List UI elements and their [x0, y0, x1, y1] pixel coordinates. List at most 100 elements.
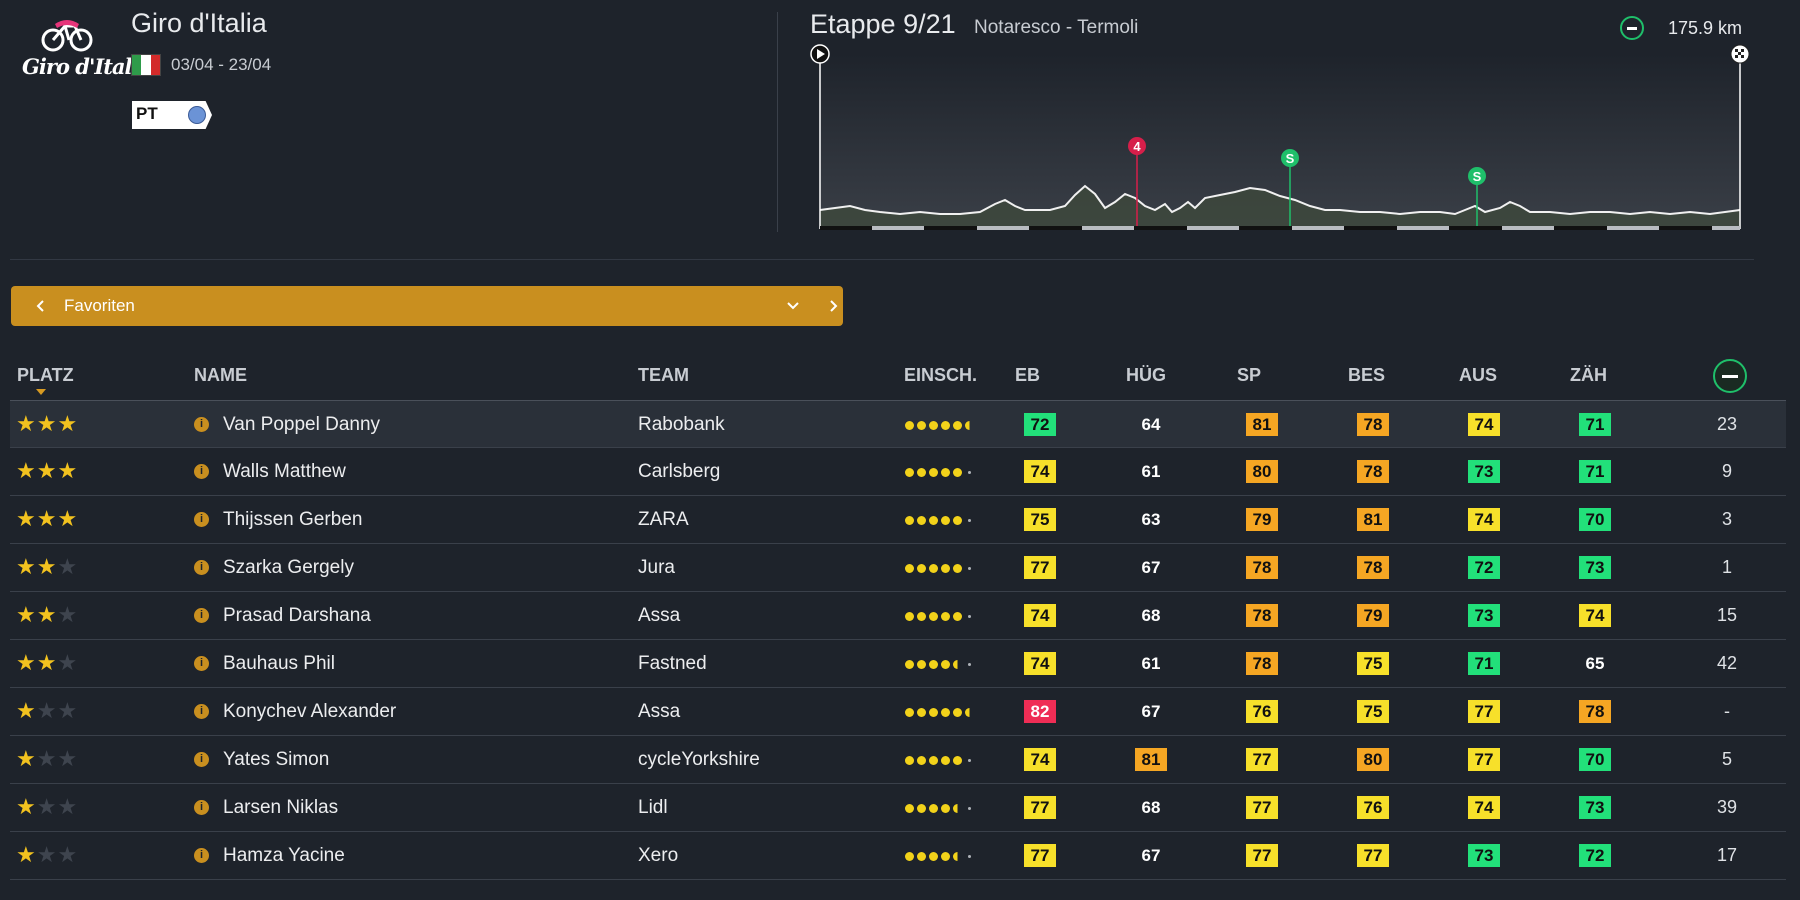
rider-info-icon[interactable]: i — [194, 704, 209, 719]
sprint-marker[interactable]: S — [1281, 149, 1299, 226]
form-dot — [941, 756, 950, 765]
col-name[interactable]: NAME — [194, 365, 247, 385]
form-dot — [905, 852, 914, 861]
table-row[interactable]: ★★★ i Thijssen Gerben ZARA 75 63 79 81 74 70 3 — [10, 496, 1786, 544]
logo-wordmark: Giro d'Italia — [22, 54, 152, 79]
col-team[interactable]: TEAM — [638, 365, 689, 385]
col-sprint[interactable]: SP — [1237, 365, 1262, 385]
sprint-marker-label: S — [1473, 169, 1482, 184]
col-resistance[interactable]: ZÄH — [1570, 365, 1607, 385]
form-dot — [941, 804, 950, 813]
form-dot — [929, 804, 938, 813]
stat-sp: 77 — [1246, 796, 1278, 819]
chevron-down-icon — [787, 302, 799, 310]
form-dot — [953, 516, 962, 525]
profile-area — [820, 186, 1740, 229]
col-endurance[interactable]: AUS — [1459, 365, 1498, 385]
form-dot — [968, 519, 971, 522]
rider-info-icon[interactable]: i — [194, 848, 209, 863]
rider-name[interactable]: Larsen Niklas — [223, 797, 339, 818]
rider-name[interactable]: Yates Simon — [223, 749, 330, 770]
form-indicator — [905, 516, 985, 526]
table-row[interactable]: ★★★ i Larsen Niklas Lidl 77 68 77 76 74 73 39 — [10, 784, 1786, 832]
table-row[interactable]: ★★★ i Hamza Yacine Xero 77 67 77 77 73 72 17 — [10, 832, 1786, 880]
form-dot — [929, 468, 938, 477]
rider-name[interactable]: Bauhaus Phil — [223, 653, 335, 674]
table-row[interactable]: ★★★ i Yates Simon cycleYorkshire 74 81 77 80 77 7… — [10, 736, 1786, 784]
chevron-right-icon — [830, 300, 838, 312]
stat-sp: 78 — [1246, 604, 1278, 627]
form-indicator — [905, 804, 985, 814]
rider-info-icon[interactable]: i — [194, 800, 209, 815]
table-row[interactable]: ★★★ i Prasad Darshana Assa 74 68 78 79 73 74 15 — [10, 592, 1786, 640]
form-dot — [941, 516, 950, 525]
col-flat[interactable]: EB — [1015, 365, 1041, 385]
form-dot — [917, 564, 926, 573]
rider-name[interactable]: Van Poppel Danny — [223, 414, 381, 435]
section-divider — [10, 259, 1754, 260]
star-icon: ★ — [16, 554, 37, 579]
rider-name[interactable]: Prasad Darshana — [223, 605, 371, 626]
climb-marker[interactable]: 4 — [1128, 137, 1146, 226]
star-icon: ★ — [16, 650, 37, 675]
stat-eb: 82 — [1024, 700, 1056, 723]
star-icon: ★ — [36, 746, 58, 771]
star-icon: ★ — [57, 506, 79, 531]
table-row[interactable]: ★★★ i Konychev Alexander Assa 82 67 76 75 77 78- — [10, 688, 1786, 736]
stat-bes: 78 — [1357, 460, 1389, 483]
table-row[interactable]: ★★★ i Van Poppel Danny Rabobank 72 64 81 78 74 71… — [10, 400, 1786, 448]
rider-team: Assa — [638, 701, 681, 722]
table-row[interactable]: ★★★ i Bauhaus Phil Fastned 74 61 78 75 71 65 42 — [10, 640, 1786, 688]
favorites-selector[interactable]: Favoriten — [11, 286, 843, 326]
form-dot — [941, 564, 950, 573]
table-row[interactable]: ★★★ i Walls Matthew Carlsberg 74 61 80 78 73 71 9 — [10, 448, 1786, 496]
col-form[interactable]: EINSCH. — [904, 365, 978, 385]
rider-name[interactable]: Thijssen Gerben — [223, 509, 363, 530]
col-accel[interactable]: BES — [1348, 365, 1386, 385]
form-dot — [941, 660, 950, 669]
rider-team: ZARA — [638, 509, 689, 530]
race-dates: 03/04 - 23/04 — [171, 55, 272, 74]
rider-name[interactable]: Walls Matthew — [223, 461, 346, 482]
list-dropdown-button[interactable] — [773, 286, 813, 326]
form-dot — [929, 708, 938, 717]
rider-info-icon[interactable]: i — [194, 560, 209, 575]
sprint-marker[interactable]: S — [1468, 167, 1486, 226]
star-icon: ★ — [16, 411, 37, 436]
stat-zah: 73 — [1579, 796, 1611, 819]
stage-profile-chart[interactable]: 4 S S — [810, 40, 1750, 235]
form-dot — [953, 756, 962, 765]
form-dot — [929, 660, 938, 669]
form-dot — [917, 612, 926, 621]
rider-name[interactable]: Szarka Gergely — [223, 557, 354, 578]
stat-bes: 75 — [1357, 652, 1389, 675]
stat-aus: 73 — [1468, 460, 1500, 483]
rider-info-icon[interactable]: i — [194, 608, 209, 623]
favorites-label: Favoriten — [64, 296, 135, 315]
form-dot — [917, 708, 926, 717]
star-icon: ★ — [57, 746, 79, 771]
rider-name[interactable]: Konychev Alexander — [223, 701, 397, 722]
form-dot — [929, 516, 938, 525]
form-indicator — [905, 421, 985, 431]
rider-info-icon[interactable]: i — [194, 752, 209, 767]
rider-name[interactable]: Hamza Yacine — [223, 845, 345, 866]
star-icon: ★ — [57, 698, 79, 723]
col-hill[interactable]: HÜG — [1126, 365, 1166, 385]
flat-terrain-icon[interactable] — [1713, 359, 1747, 393]
star-icon: ★ — [36, 794, 58, 819]
stat-eb: 77 — [1024, 844, 1056, 867]
next-list-button[interactable] — [813, 286, 853, 326]
rider-info-icon[interactable]: i — [194, 417, 209, 432]
rider-info-icon[interactable]: i — [194, 656, 209, 671]
stat-aus: 74 — [1468, 413, 1500, 436]
prev-list-button[interactable] — [21, 286, 61, 326]
rider-info-icon[interactable]: i — [194, 464, 209, 479]
col-rank[interactable]: PLATZ — [17, 365, 74, 385]
stat-zah: 70 — [1579, 508, 1611, 531]
star-icon: ★ — [57, 554, 79, 579]
table-row[interactable]: ★★★ i Szarka Gergely Jura 77 67 78 78 72 73 1 — [10, 544, 1786, 592]
chevron-left-icon — [36, 300, 44, 312]
stat-aus: 73 — [1468, 844, 1500, 867]
rider-info-icon[interactable]: i — [194, 512, 209, 527]
